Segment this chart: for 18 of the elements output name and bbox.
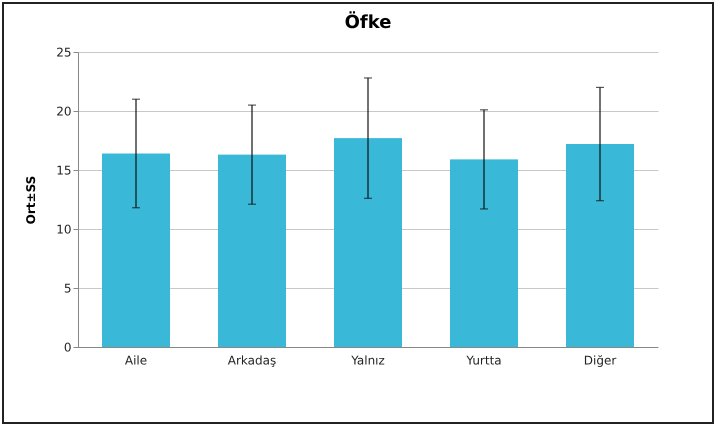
chart-title: Öfke <box>344 11 392 33</box>
x-tick-label: Yalnız <box>350 354 385 368</box>
y-tick-label: 5 <box>64 282 72 296</box>
bar <box>334 138 402 347</box>
bar <box>218 154 286 347</box>
y-tick-label: 0 <box>64 340 72 354</box>
bar <box>102 153 170 347</box>
x-tick-label: Aile <box>124 354 148 368</box>
y-axis-title: Ort±SS <box>24 176 38 224</box>
y-tick-label: 10 <box>56 222 72 236</box>
y-tick-label: 20 <box>56 104 72 118</box>
y-tick-label: 25 <box>56 46 72 60</box>
y-tick-label: 15 <box>56 164 72 178</box>
x-tick-label: Yurtta <box>465 354 502 368</box>
x-tick-label: Diğer <box>584 354 616 368</box>
x-tick-label: Arkadaş <box>228 354 276 368</box>
bar <box>566 144 634 347</box>
bar <box>450 159 518 347</box>
